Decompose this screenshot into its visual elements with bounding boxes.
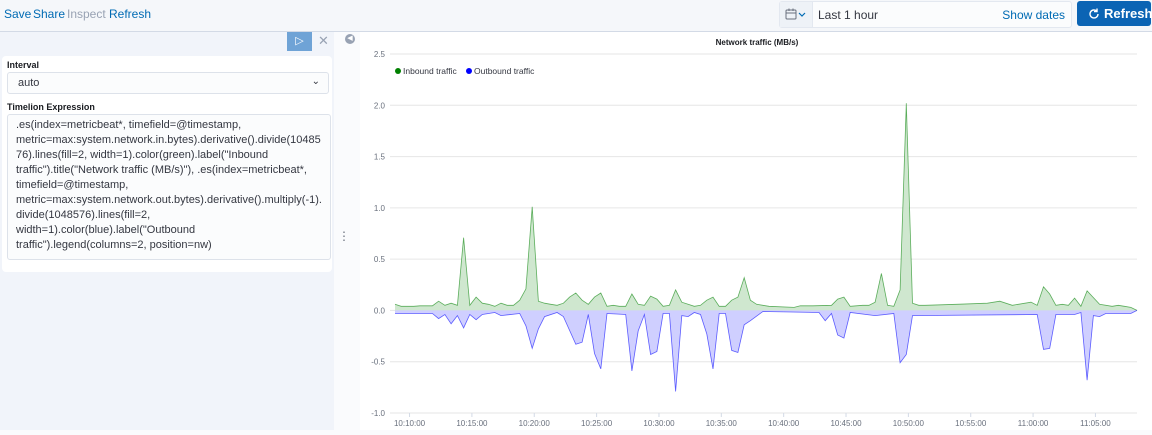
series-line-inbound [395,103,1137,310]
calendar-icon [780,2,812,27]
y-tick-label: 2.0 [374,101,386,110]
chevron-down-icon [799,13,805,16]
inspect-link[interactable]: Inspect [67,7,106,21]
series-line-outbound [395,310,1137,391]
legend-swatch-outbound [466,68,472,74]
x-tick-label: 10:50:00 [893,419,925,428]
interval-label: Interval [7,60,39,70]
refresh-button-label: Refresh [1104,6,1152,21]
top-nav: Save Share Inspect Refresh Last 1 hour S… [0,0,1152,32]
legend-item-inbound[interactable]: Inbound traffic [403,66,457,76]
x-tick-label: 10:20:00 [519,419,551,428]
x-tick-label: 10:15:00 [456,419,488,428]
y-tick-label: -1.0 [371,409,385,418]
chevron-down-icon: ⌄ [312,76,320,87]
y-tick-label: 2.5 [374,50,386,59]
editor-form: Interval auto ⌄ Timelion Expression [2,56,332,272]
chart-title: Network traffic (MB/s) [716,38,799,47]
x-tick-label: 11:05:00 [1080,419,1111,428]
editor-panel: ▷ ✕ Interval auto ⌄ Timelion Expression [0,32,334,430]
x-tick-label: 10:30:00 [643,419,675,428]
legend-item-outbound[interactable]: Outbound traffic [474,66,535,76]
close-button[interactable]: ✕ [318,33,329,49]
close-icon: ✕ [318,33,329,48]
chart-panel: Network traffic (MB/s) 2.5 2.0 1.5 1.0 0.5 0.… [360,32,1152,430]
y-tick-label: 1.0 [374,204,386,213]
quick-menu-button[interactable] [780,2,813,27]
collapse-panel-icon[interactable]: ◀ [345,34,355,44]
panel-resize-handle[interactable]: ⋮ [338,229,350,243]
y-tick-label: 0.5 [374,255,386,264]
date-picker: Last 1 hour Show dates [779,1,1072,28]
refresh-button[interactable]: Refresh [1077,1,1151,26]
y-tick-label: -0.5 [371,358,385,367]
network-traffic-chart: Network traffic (MB/s) 2.5 2.0 1.5 1.0 0.5 0.… [360,32,1152,430]
show-dates-link[interactable]: Show dates [1002,8,1065,22]
x-tick-label: 10:25:00 [581,419,613,428]
date-range-value[interactable]: Last 1 hour [818,8,878,22]
interval-value: auto [18,77,39,89]
x-tick-label: 10:55:00 [955,419,987,428]
y-tick-label: 1.5 [374,153,386,162]
x-tick-label: 10:10:00 [394,419,426,428]
legend-swatch-inbound [395,68,401,74]
interval-select[interactable]: auto ⌄ [7,72,329,94]
expression-label: Timelion Expression [7,102,95,112]
share-link[interactable]: Share [33,7,65,21]
refresh-icon [1087,7,1101,21]
x-tick-label: 10:40:00 [768,419,800,428]
series-area-outbound [395,310,1137,391]
run-button[interactable]: ▷ [287,32,312,51]
y-tick-label: 0.0 [374,306,386,315]
x-tick-label: 10:35:00 [706,419,738,428]
refresh-link[interactable]: Refresh [109,7,151,21]
x-tick-label: 10:45:00 [830,419,862,428]
legend: Inbound traffic Outbound traffic [395,66,535,76]
x-tick-label: 11:00:00 [1018,419,1049,428]
save-link[interactable]: Save [4,7,31,21]
series-area-inbound [395,103,1137,310]
expression-input[interactable] [7,114,331,260]
play-icon: ▷ [295,35,303,47]
